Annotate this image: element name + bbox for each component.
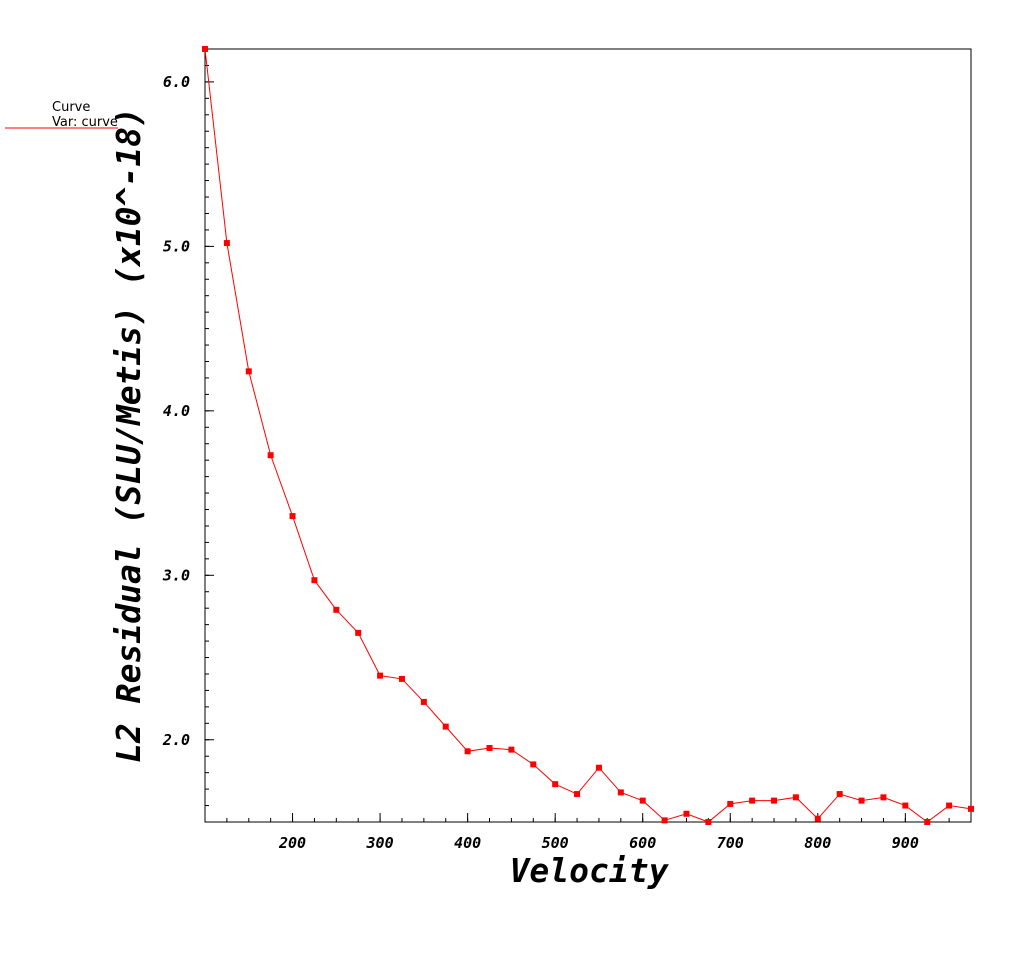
data-point (836, 791, 843, 798)
data-point (683, 810, 690, 817)
x-tick-label: 600 (629, 834, 656, 852)
legend-entry-label: Var: curve (52, 115, 118, 130)
data-point (333, 606, 340, 613)
x-tick-label: 200 (278, 834, 306, 852)
y-tick-label: 6.0 (163, 73, 190, 91)
x-axis-title: Velocity (510, 851, 670, 890)
data-point (858, 797, 865, 804)
data-point (902, 802, 909, 809)
x-tick-label: 500 (542, 834, 569, 852)
y-tick-label: 3.0 (162, 566, 190, 584)
data-point (792, 794, 799, 801)
data-point (202, 46, 208, 52)
data-point (267, 452, 274, 459)
x-tick-label: 900 (892, 834, 919, 852)
data-point (617, 789, 624, 796)
data-point (355, 629, 362, 636)
data-point (223, 240, 230, 247)
data-point (552, 781, 559, 788)
legend-title: Curve (52, 100, 90, 115)
data-point (749, 797, 756, 804)
x-tick-label: 300 (366, 834, 394, 852)
data-point (727, 800, 734, 807)
y-axis: 2.0 3.0 4.0 5.0 6.0 (162, 73, 214, 749)
data-point (442, 723, 449, 730)
minor-ticks (204, 48, 972, 823)
data-point (508, 746, 515, 753)
series-layer (202, 46, 974, 825)
data-point (946, 802, 953, 809)
x-tick-label: 800 (804, 834, 831, 852)
data-point (574, 791, 581, 798)
data-point (530, 761, 537, 768)
data-point (924, 819, 931, 825)
data-point (464, 748, 471, 755)
y-tick-label: 4.0 (163, 402, 190, 420)
data-point (398, 675, 405, 682)
data-point (705, 819, 712, 825)
data-point (245, 368, 252, 375)
data-point (880, 794, 887, 801)
x-tick-label: 400 (454, 834, 481, 852)
data-point (420, 698, 427, 705)
x-tick-label: 700 (717, 834, 744, 852)
data-point (289, 513, 296, 520)
data-point (814, 815, 821, 822)
data-point (486, 744, 493, 751)
legend: Curve Var: curve (5, 100, 118, 130)
y-tick-label: 2.0 (162, 731, 190, 749)
data-point (968, 805, 974, 812)
y-tick-label: 5.0 (163, 237, 190, 255)
y-axis-title: L2 Residual (SLU/Metis) (x10^-18) (109, 107, 148, 763)
data-point (377, 672, 384, 679)
plot-area (204, 48, 972, 823)
series-line (204, 48, 972, 823)
data-point (639, 797, 646, 804)
x-axis: 200 300 400 500 600 700 800 900 (278, 813, 919, 852)
data-point (771, 797, 778, 804)
data-point (661, 817, 668, 824)
data-point (595, 764, 602, 771)
data-point (311, 577, 318, 584)
